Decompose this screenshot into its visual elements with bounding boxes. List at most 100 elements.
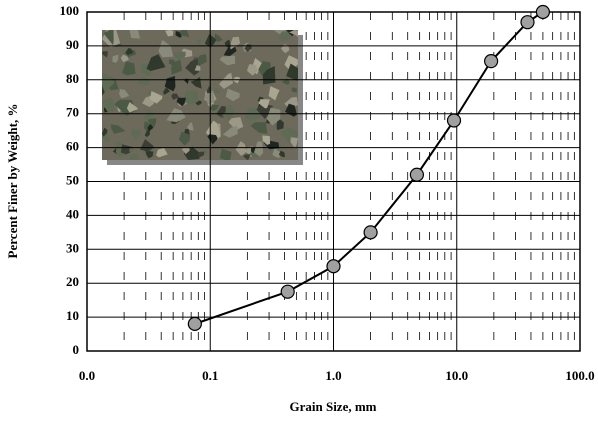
gravel-stone <box>129 147 135 153</box>
gravel-stone <box>165 30 174 37</box>
gravel-stone <box>171 59 183 75</box>
gravel-stone <box>278 31 292 43</box>
x-tick-label: 1.0 <box>325 368 341 383</box>
gravel-stone <box>219 72 233 89</box>
gravel-stone <box>147 124 154 132</box>
gravel-stone <box>205 120 221 138</box>
y-tick-label: 40 <box>66 206 79 221</box>
gravel-stone <box>183 146 200 160</box>
gravel-stone <box>181 147 190 155</box>
data-point <box>363 225 378 240</box>
gravel-stone <box>102 127 108 137</box>
gravel-stone <box>219 55 236 66</box>
gravel-stone <box>203 150 208 156</box>
gravel-stone <box>137 76 151 86</box>
gravel-stone <box>102 134 111 142</box>
gravel-stone <box>129 153 139 160</box>
y-tick-label: 80 <box>66 71 79 86</box>
gravel-stone <box>173 51 186 61</box>
y-tick-label: 0 <box>73 342 80 357</box>
gravel-stone <box>243 154 251 160</box>
gravel-stone <box>144 108 155 122</box>
gravel-stone <box>194 64 201 71</box>
gravel-stone <box>147 118 157 128</box>
gravel-stone <box>120 54 129 63</box>
gravel-stone <box>196 40 202 45</box>
gravel-stone <box>102 72 115 93</box>
data-point <box>326 259 341 274</box>
gravel-stone <box>131 128 142 141</box>
y-tick-label: 20 <box>66 274 79 289</box>
gravel-stone <box>112 54 119 63</box>
gravel-stone <box>290 137 298 148</box>
gravel-stone <box>258 99 270 109</box>
gravel-stone <box>266 107 281 126</box>
gravel-stone <box>183 90 199 105</box>
gravel-stone <box>103 30 114 46</box>
gravel-stone <box>156 147 168 158</box>
plot-frame <box>86 11 581 352</box>
gravel-stone <box>291 87 297 93</box>
x-tick-label: 100.0 <box>565 368 594 383</box>
gravel-stone <box>119 89 130 99</box>
gravel-stone <box>219 148 232 160</box>
gravel-stone <box>149 91 163 104</box>
gravel-stone <box>235 141 247 156</box>
y-tick-label: 60 <box>66 139 79 154</box>
gravel-stone <box>185 58 199 76</box>
data-point <box>535 4 550 20</box>
gravel-stone <box>256 103 273 119</box>
gravel-stone <box>171 93 179 100</box>
gravel-stone <box>163 87 170 95</box>
data-point <box>187 316 202 331</box>
gravel-stone <box>126 102 139 113</box>
gravel-stone <box>225 88 240 102</box>
y-tick-label: 50 <box>66 172 79 187</box>
gravel-photo <box>102 30 303 165</box>
y-tick-label: 10 <box>66 308 79 323</box>
gravel-stone <box>110 124 126 134</box>
gravel-stone <box>262 135 271 145</box>
x-tick-label: 0.0 <box>79 368 95 383</box>
data-point <box>409 167 425 182</box>
y-tick-label: 30 <box>66 240 79 255</box>
gravel-stone <box>139 139 155 152</box>
data-point <box>446 113 462 128</box>
gravel-stone <box>289 30 298 37</box>
gravel-stone <box>222 104 235 121</box>
gravel-stone <box>213 87 221 95</box>
data-point <box>484 54 499 69</box>
y-tick-label: 90 <box>66 37 79 52</box>
gravel-stone <box>166 108 186 123</box>
gravel-stone <box>144 130 150 138</box>
gravel-stone <box>286 63 298 81</box>
gravel-stone <box>210 104 220 112</box>
gravel-stone <box>187 122 194 131</box>
gravel-stone <box>278 150 286 158</box>
y-tick-label: 70 <box>66 105 79 120</box>
gravel-stone <box>204 90 215 105</box>
gravel-stone <box>228 117 244 131</box>
gravel-stone <box>129 30 141 39</box>
gravel-stone <box>197 151 205 158</box>
y-axis-label: Percent Finer by Weight, % <box>5 104 20 259</box>
gravel-stone <box>224 39 232 48</box>
gravel-stone <box>254 141 264 157</box>
y-tick-label: 100 <box>60 3 80 18</box>
gravel-stone <box>145 150 154 159</box>
gravel-stone <box>102 51 108 58</box>
data-point <box>520 15 535 30</box>
x-tick-label: 10.0 <box>445 368 468 383</box>
gravel-stone <box>146 54 166 72</box>
gravel-stone <box>122 61 136 76</box>
gravel-stone <box>179 30 190 38</box>
gravel-stone <box>272 147 280 159</box>
gravel-stone <box>102 97 115 113</box>
gravel-stone <box>158 39 174 58</box>
gravel-stone <box>250 122 268 134</box>
gravel-stone <box>176 97 186 107</box>
gravel-stone <box>246 64 258 76</box>
gravel-stone <box>273 30 287 36</box>
gravel-stone <box>178 131 191 146</box>
gravel-stone <box>284 96 298 109</box>
